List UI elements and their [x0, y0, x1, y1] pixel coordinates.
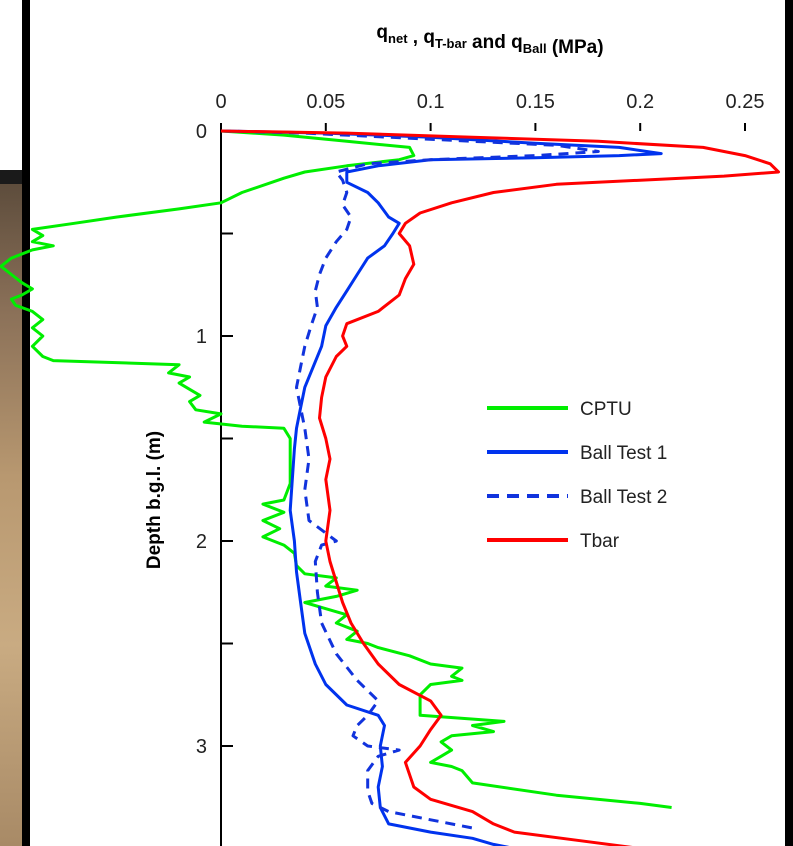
chart-title-subscript-2: Ball [523, 41, 547, 56]
legend-label-1: Ball Test 1 [580, 443, 667, 464]
y-axis: 0 1 2 3 [196, 121, 233, 758]
chart-title-subscript-0: net [388, 31, 408, 46]
chart-title-part-0: q [376, 22, 388, 43]
chart-title: qnet , qT-bar and qBall (MPa) [376, 22, 603, 58]
x-tick-label-4: 0.2 [626, 91, 654, 113]
y-tick-label-4: 2 [196, 531, 207, 553]
series-line-cptu [0, 129, 672, 809]
legend: CPTU Ball Test 1 Ball Test 2 Tbar [487, 399, 667, 552]
x-tick-label-5: 0.25 [726, 91, 765, 113]
legend-label-2: Ball Test 2 [580, 487, 667, 508]
x-tick-label-0: 0 [215, 91, 226, 113]
legend-label-3: Tbar [580, 531, 620, 552]
chart-title-subscript-1: T-bar [435, 36, 467, 51]
legend-label-0: CPTU [580, 399, 632, 420]
slide-frame-right [785, 0, 793, 846]
series-line-tbar [220, 129, 780, 846]
x-tick-label-2: 0.1 [417, 91, 445, 113]
series-group [0, 129, 780, 846]
slide-frame-left [22, 0, 30, 846]
series-line-ball-test-2 [220, 129, 600, 830]
y-tick-label-6: 3 [196, 736, 207, 758]
y-axis-label: Depth b.g.l. (m) [144, 431, 165, 569]
x-tick-label-1: 0.05 [306, 91, 345, 113]
y-tick-label-0: 0 [196, 121, 207, 143]
x-axis: 0 0.05 0.1 0.15 0.2 0.25 [215, 91, 764, 131]
y-tick-label-2: 1 [196, 326, 207, 348]
x-tick-label-3: 0.15 [516, 91, 555, 113]
chart-title-part-2: and q [467, 32, 523, 53]
chart-title-part-1: , q [408, 27, 435, 48]
chart-title-part-3: (MPa) [547, 37, 604, 58]
